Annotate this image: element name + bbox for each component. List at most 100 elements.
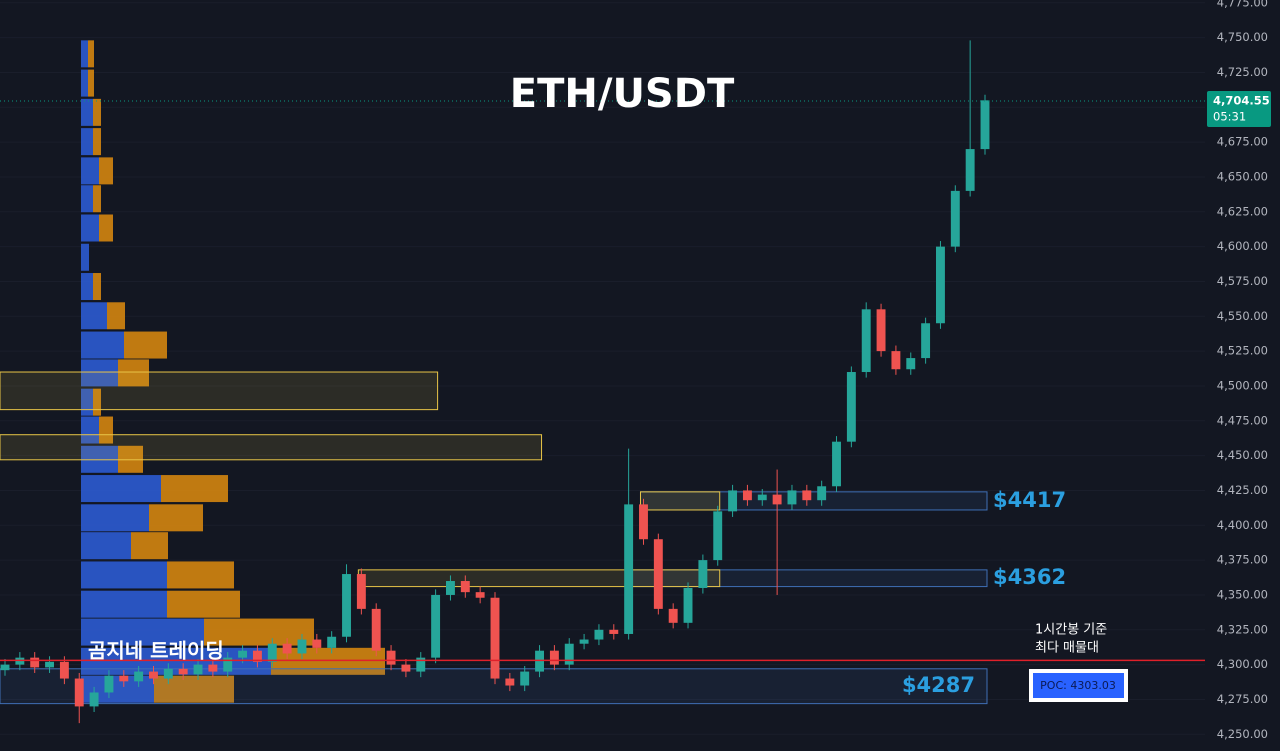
- last-price-timer: 05:31: [1213, 109, 1246, 123]
- candle-body: [312, 639, 322, 648]
- watermark: 곰지네 트레이딩: [88, 639, 224, 663]
- candle-body: [832, 441, 841, 487]
- volume-buy: [81, 157, 99, 185]
- candle-body: [134, 671, 144, 682]
- candle-body: [208, 664, 218, 672]
- candle-body: [238, 650, 248, 658]
- zone: [357, 569, 721, 588]
- candle-body: [802, 490, 812, 501]
- candle-body: [846, 372, 856, 442]
- y-tick-label: 4,775.00: [1217, 0, 1268, 9]
- candle-body: [460, 581, 470, 593]
- volume-buy: [81, 416, 99, 444]
- candle-body: [549, 650, 559, 665]
- candle-body: [327, 636, 337, 648]
- candle-body: [876, 309, 886, 352]
- volume-buy: [81, 185, 93, 213]
- volume-buy: [81, 618, 204, 646]
- y-tick-label: 4,500.00: [1217, 378, 1268, 392]
- candle-body: [104, 675, 114, 693]
- y-tick-label: 4,300.00: [1217, 657, 1268, 671]
- volume-buy: [81, 359, 118, 387]
- candle-body: [401, 664, 411, 672]
- candle-body: [980, 100, 990, 150]
- candle-body: [891, 351, 901, 370]
- candle-body: [817, 486, 827, 501]
- volume-buy: [81, 388, 93, 416]
- candle-body: [639, 504, 648, 540]
- volume-sell: [88, 40, 94, 68]
- volume-sell: [107, 302, 125, 330]
- volume-buy: [81, 561, 167, 589]
- zone-label: $4362: [993, 565, 1066, 589]
- volume-buy: [81, 243, 89, 271]
- candle-body: [936, 246, 945, 324]
- volume-sell: [167, 561, 234, 589]
- volume-buy: [81, 532, 131, 560]
- zone-label: $4287: [902, 673, 975, 697]
- candle-body: [0, 664, 10, 671]
- candle-body: [713, 511, 723, 561]
- candle-body: [950, 190, 960, 247]
- volume-buy: [81, 273, 93, 301]
- candle-body: [520, 671, 530, 686]
- volume-sell: [131, 532, 168, 560]
- candle-body: [30, 657, 40, 668]
- candle-body: [223, 657, 233, 672]
- candle-body: [921, 323, 931, 359]
- zone-label: $4417: [993, 488, 1066, 512]
- candle-body: [431, 594, 441, 658]
- y-tick-label: 4,625.00: [1217, 204, 1268, 218]
- candle-body: [356, 574, 366, 609]
- poc-inner: [1033, 673, 1124, 698]
- candle-body: [342, 574, 351, 637]
- volume-buy: [81, 590, 167, 618]
- annotation: 최다 매물대: [1035, 641, 1099, 656]
- candle-body: [624, 504, 634, 634]
- candle-body: [45, 661, 54, 668]
- candle-body: [416, 657, 426, 672]
- candle-body: [653, 539, 663, 609]
- volume-sell: [99, 416, 113, 444]
- y-tick-label: 4,725.00: [1217, 65, 1268, 79]
- candle-body: [490, 597, 500, 679]
- candle-body: [178, 668, 188, 675]
- volume-sell: [99, 214, 113, 242]
- candle-body: [757, 494, 767, 501]
- volume-buy: [81, 504, 149, 532]
- candle-body: [579, 639, 589, 644]
- y-tick-label: 4,450.00: [1217, 448, 1268, 462]
- volume-sell: [93, 128, 101, 156]
- volume-buy: [81, 475, 161, 503]
- volume-buy: [81, 40, 88, 68]
- candle-body: [742, 490, 752, 501]
- candle-body: [89, 692, 99, 707]
- y-tick-label: 4,650.00: [1217, 169, 1268, 183]
- volume-sell: [167, 590, 240, 618]
- volume-sell: [88, 69, 94, 97]
- volume-sell: [93, 185, 101, 213]
- volume-sell: [93, 98, 101, 126]
- candle-body: [772, 494, 782, 505]
- candle-body: [149, 671, 158, 679]
- candle-body: [297, 639, 307, 654]
- candle-body: [119, 675, 129, 682]
- chart-title: ETH/USDT: [510, 71, 735, 117]
- zone: [639, 491, 721, 511]
- y-tick-label: 4,425.00: [1217, 483, 1268, 497]
- volume-buy: [81, 331, 124, 359]
- y-tick-label: 4,325.00: [1217, 622, 1268, 636]
- candle-body: [386, 650, 396, 665]
- y-tick-label: 4,400.00: [1217, 518, 1268, 532]
- candle-body: [906, 358, 916, 370]
- annotation: 1시간봉 기준: [1035, 623, 1107, 638]
- zone: [0, 371, 439, 411]
- last-price-label: 4,704.55: [1213, 93, 1270, 107]
- candle-body: [594, 629, 604, 640]
- volume-buy: [81, 98, 93, 126]
- volume-sell: [204, 618, 314, 646]
- candle-body: [193, 664, 203, 675]
- candle-body: [609, 629, 619, 634]
- candle-body: [728, 490, 738, 512]
